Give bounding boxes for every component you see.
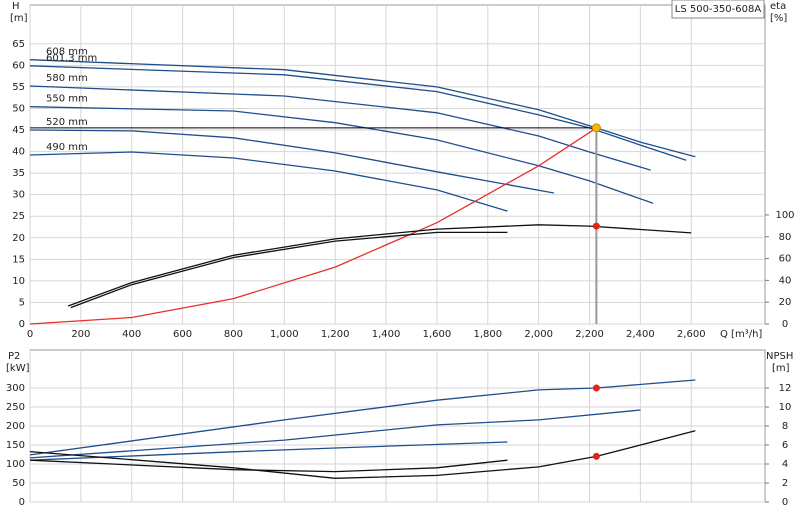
x-label: Q [m³/h] [720,329,762,340]
curve [29,106,654,204]
y2-tick-label: 12 [779,383,792,394]
y2-tick-label: 40 [779,275,792,286]
x-tick-label: 800 [224,329,243,340]
curve [29,441,508,461]
y2-tick-label: 6 [782,440,788,451]
x-tick-label: 2,000 [524,329,553,340]
x-tick-label: 0 [27,329,33,340]
y-tick-label: 0 [19,497,25,508]
y2-unit: [m] [772,363,790,374]
y-tick-label: 30 [12,190,25,201]
y-tick-label: 25 [12,211,25,222]
curve-label: 490 mm [46,142,88,153]
y-tick-label: 35 [12,168,25,179]
y2-tick-label: 4 [782,459,788,470]
curve [29,379,696,456]
duty-npsh-point [592,452,600,460]
curve-label: 580 mm [46,73,88,84]
curve [29,65,687,161]
y-tick-label: 10 [12,276,25,287]
y-tick-label: 200 [6,421,25,432]
x-tick-label: 400 [122,329,141,340]
curve [29,127,597,325]
chart-title: LS 500-350-608A [675,4,762,15]
y-tick-label: 5 [19,297,25,308]
y-tick-label: 100 [6,459,25,470]
x-tick-label: 1,600 [423,329,452,340]
curve [29,459,508,473]
y2-tick-label: 80 [779,232,792,243]
x-tick-label: 1,000 [270,329,299,340]
y2-tick-label: 0 [782,497,788,508]
curve-label: 520 mm [46,117,88,128]
y-unit: [kW] [6,363,30,374]
curve [67,224,692,307]
y-tick-label: 250 [6,402,25,413]
y2-label: NPSH [766,351,793,362]
y-tick-label: 20 [12,233,25,244]
curve [29,85,651,171]
y-label: P2 [8,351,20,362]
y2-tick-label: 2 [782,478,788,489]
duty-point [591,123,601,133]
curve [29,59,696,158]
curve-label: 550 mm [46,94,88,105]
curve [29,151,508,212]
y-tick-label: 45 [12,125,25,136]
x-tick-label: 2,400 [626,329,655,340]
y-tick-label: 15 [12,254,25,265]
y-tick-label: 40 [12,147,25,158]
y-tick-label: 300 [6,383,25,394]
curve-label: 601.3 mm [46,53,97,64]
y-tick-label: 50 [12,478,25,489]
x-tick-label: 2,200 [575,329,604,340]
x-tick-label: 200 [71,329,90,340]
y-tick-label: 0 [19,319,25,330]
x-tick-label: 1,400 [372,329,401,340]
y-unit: [m] [10,13,28,24]
x-tick-label: 600 [173,329,192,340]
x-tick-label: 1,200 [321,329,350,340]
curve [29,409,641,459]
x-tick-label: 1,800 [473,329,502,340]
y-tick-label: 60 [12,60,25,71]
title-box [671,0,765,19]
y2-label: eta [770,1,786,12]
y2-tick-label: 100 [775,210,794,221]
y-tick-label: 50 [12,103,25,114]
y2-tick-label: 8 [782,421,788,432]
y2-tick-label: 60 [779,254,792,265]
y-tick-label: 55 [12,82,25,93]
duty-eta-point [592,222,600,230]
x-tick-label: 2,600 [677,329,706,340]
y2-tick-label: 20 [779,297,792,308]
y2-tick-label: 10 [779,402,792,413]
curve [70,231,508,309]
y2-tick-label: 0 [782,319,788,330]
curve [29,129,555,194]
y-tick-label: 150 [6,440,25,451]
y2-unit: [%] [770,13,787,24]
y-tick-label: 65 [12,39,25,50]
curve-label: 608 mm [46,47,88,58]
y-label: H [12,1,20,12]
duty-p2-point [592,384,600,392]
